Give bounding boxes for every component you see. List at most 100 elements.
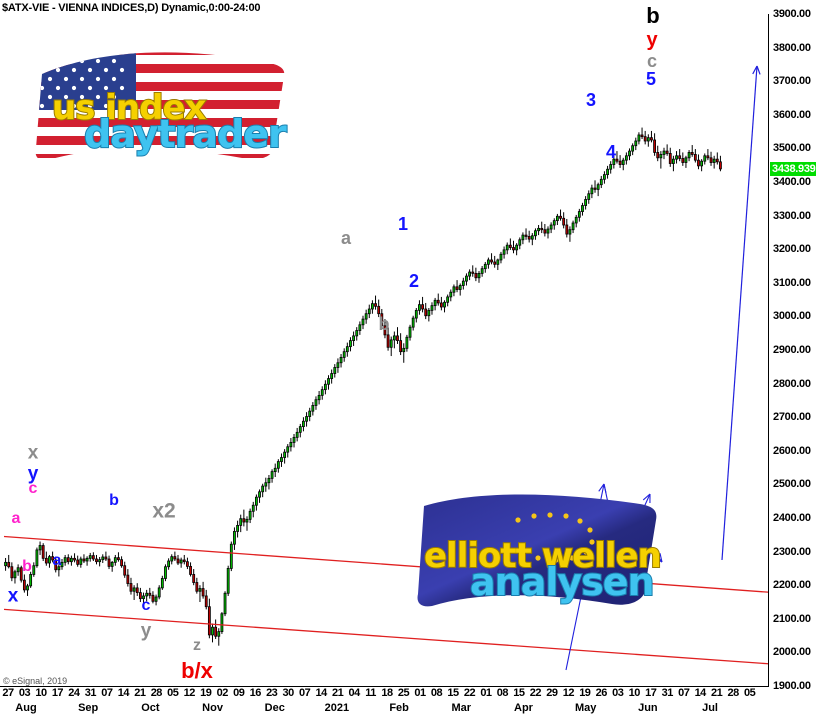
- candlestick: [164, 564, 167, 582]
- candlestick: [518, 237, 522, 250]
- candlestick: [13, 569, 17, 584]
- candlestick: [364, 309, 368, 324]
- date-tick-month: Aug: [15, 702, 37, 714]
- candlestick: [117, 552, 120, 562]
- date-tick-month: Jun: [638, 702, 658, 714]
- candlestick: [88, 552, 92, 562]
- candlestick: [239, 514, 243, 533]
- candlestick: [675, 151, 678, 164]
- candlestick: [223, 591, 227, 617]
- candlestick: [659, 151, 663, 169]
- candlestick: [280, 453, 283, 467]
- wave-label-a: a: [11, 510, 21, 527]
- candlestick: [474, 267, 478, 282]
- candlestick: [515, 243, 519, 256]
- candlestick: [706, 149, 710, 161]
- right-axis-line: [768, 14, 769, 686]
- candlestick: [562, 212, 566, 229]
- price-tick: 2600.00: [773, 444, 811, 457]
- candlestick: [236, 520, 239, 538]
- projection-arrow-head: [756, 65, 761, 75]
- date-tick-day: 17: [645, 687, 657, 699]
- candlestick: [204, 589, 208, 610]
- candlestick: [599, 175, 603, 189]
- candlestick: [628, 148, 631, 161]
- price-tick: 2300.00: [773, 545, 811, 558]
- candlestick: [487, 257, 490, 269]
- candlestick: [186, 557, 189, 570]
- price-tick: 3100.00: [773, 276, 811, 289]
- date-tick-day: 25: [397, 687, 410, 699]
- date-tick-day: 22: [529, 687, 542, 699]
- candlestick: [60, 558, 64, 570]
- candlestick: [712, 155, 716, 169]
- candlestick: [157, 585, 161, 600]
- wave-5-correction-arrow-head: [653, 557, 663, 563]
- candlestick: [449, 289, 453, 302]
- candlestick: [201, 581, 205, 599]
- candlestick: [643, 130, 647, 145]
- price-axis[interactable]: 3900.00 3800.00 3700.00 3600.00 3500.00 3400.…: [769, 0, 831, 721]
- candlestick: [57, 564, 61, 577]
- candlestick: [38, 541, 42, 555]
- bottom-axis-line: [0, 686, 769, 687]
- candlestick: [499, 251, 503, 264]
- date-tick-month: Nov: [202, 702, 223, 714]
- candlestick: [565, 218, 569, 238]
- candlestick: [214, 619, 218, 639]
- date-tick-day: 19: [579, 687, 591, 699]
- candlestick: [361, 315, 365, 330]
- candlestick: [26, 583, 29, 596]
- wave-5-sub-arrow-head: [642, 493, 651, 501]
- date-tick-month: Jul: [702, 702, 718, 714]
- candlestick: [418, 300, 421, 315]
- date-tick-day: 19: [200, 687, 212, 699]
- candlestick: [320, 386, 324, 400]
- candlestick: [656, 145, 660, 162]
- price-tick: 3300.00: [773, 209, 811, 222]
- candlestick: [258, 489, 261, 503]
- wave-label-a: a: [52, 552, 62, 569]
- candlestick: [559, 209, 562, 221]
- candlestick: [135, 583, 139, 596]
- candlestick: [389, 336, 393, 357]
- candlestick: [229, 541, 233, 572]
- candlestick: [552, 218, 556, 230]
- candlestick: [383, 319, 387, 339]
- candlestick: [311, 402, 315, 416]
- candlestick: [70, 555, 73, 566]
- candlestick: [424, 302, 428, 320]
- candlestick: [496, 258, 500, 271]
- wave-label-x: x: [7, 585, 19, 607]
- candlestick: [66, 554, 70, 565]
- candlestick: [719, 155, 722, 172]
- date-tick-day: 01: [480, 687, 492, 699]
- candlestick: [314, 396, 318, 410]
- price-tick: 2500.00: [773, 478, 811, 491]
- candlestick: [700, 159, 704, 172]
- date-tick-day: 01: [414, 687, 426, 699]
- candlestick: [32, 562, 36, 577]
- candlestick: [631, 143, 635, 156]
- wave-label-4: 4: [605, 142, 617, 162]
- candlestick: [355, 327, 359, 341]
- candlestick: [662, 147, 666, 160]
- date-axis[interactable]: 27 03 10 17 24 31 07 14 21 28 05 12 19 02 09 16 23 30 07 14…: [0, 687, 769, 721]
- candlestick: [606, 165, 609, 179]
- candlestick: [170, 554, 174, 565]
- candlestick: [508, 238, 512, 250]
- candlestick: [308, 407, 312, 422]
- us-index-daytrader-logo: us index daytrader: [28, 28, 318, 161]
- candlestick: [524, 228, 528, 240]
- date-tick-day: 14: [315, 687, 328, 699]
- candlestick: [254, 494, 258, 511]
- date-tick-month: Oct: [141, 702, 160, 714]
- candlestick: [452, 284, 456, 297]
- candlestick: [697, 154, 700, 170]
- date-tick-month: 2021: [324, 702, 350, 714]
- candlestick: [302, 417, 305, 432]
- projection-arrow-head: [752, 65, 758, 75]
- candlestick: [126, 569, 130, 587]
- candlestick: [41, 543, 45, 562]
- date-tick-day: 05: [167, 687, 179, 699]
